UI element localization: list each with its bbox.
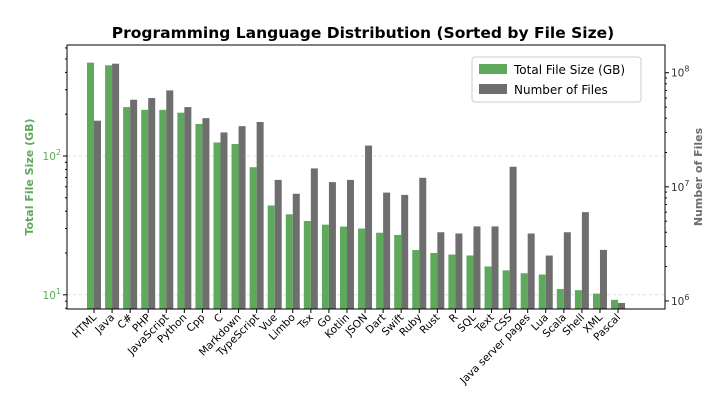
bar-size-8 [231,143,239,309]
chart-title: Programming Language Distribution (Sorte… [112,24,614,42]
x-tick-label: Rust [418,312,443,337]
bar-files-10 [274,179,282,309]
bar-files-22 [491,226,499,309]
bar-files-7 [220,132,228,309]
bar-files-1 [112,63,120,309]
bar-size-16 [376,232,384,309]
bar-files-27 [581,212,589,309]
left-tick-label: 102 [43,148,61,163]
bar-files-29 [618,302,626,309]
bar-files-19 [437,232,445,309]
bar-files-11 [292,193,300,309]
y-axis-label-right: Number of Files [692,127,705,226]
bar-size-7 [213,142,221,309]
bar-size-19 [430,252,438,309]
bar-files-13 [328,182,336,309]
bar-size-23 [502,270,510,309]
legend-swatch-size [479,64,507,74]
legend-box [471,56,642,103]
bar-size-28 [592,293,600,309]
bar-size-17 [394,234,402,309]
right-tick-label: 108 [671,65,689,80]
bar-size-3 [141,109,149,309]
bar-files-24 [527,233,535,309]
bar-size-13 [321,224,329,309]
bar-size-15 [358,228,366,309]
bar-files-20 [455,233,463,309]
bar-size-21 [466,255,474,309]
bar-size-1 [105,65,113,309]
bar-files-26 [563,232,571,309]
bar-size-12 [303,221,311,309]
x-tick-label: Cpp [184,311,207,334]
bar-files-21 [473,226,481,309]
bar-files-3 [148,98,156,309]
bar-size-27 [574,290,582,309]
bar-size-10 [267,205,275,309]
bar-size-25 [538,274,546,309]
bar-files-28 [599,249,607,309]
x-tick-label: Java [92,312,117,337]
legend-label-size: Total File Size (GB) [513,63,625,77]
legend: Total File Size (GB) Number of Files [471,56,642,103]
bar-files-17 [401,194,409,309]
bar-size-24 [520,273,528,309]
bar-files-9 [256,122,264,309]
bar-size-18 [412,250,420,309]
bar-files-14 [346,179,354,309]
legend-label-files: Number of Files [514,83,608,97]
bar-size-0 [87,62,94,309]
right-tick-label: 106 [671,293,689,308]
right-tick-label: 107 [671,179,689,194]
bar-size-22 [484,266,492,309]
left-axis-ticks: 101 102 [43,47,67,309]
bar-files-8 [238,126,246,309]
bar-size-29 [611,299,619,309]
bar-size-4 [159,109,167,309]
bar-files-6 [202,118,210,309]
bar-files-12 [310,168,318,309]
bar-files-0 [94,120,101,309]
bar-size-9 [249,167,257,309]
bar-files-2 [130,99,138,309]
bar-files-5 [184,107,192,309]
bars [87,62,626,310]
bar-size-14 [339,226,347,309]
bar-files-18 [419,177,427,309]
left-tick-label: 101 [43,287,61,302]
bar-files-16 [383,192,391,309]
right-axis-ticks: 106 107 108 [665,65,689,308]
legend-swatch-files [479,84,507,94]
bar-size-6 [195,123,203,309]
y-axis-label-left: Total File Size (GB) [23,118,36,235]
bar-size-26 [556,289,564,309]
bar-files-4 [166,90,174,309]
bar-files-15 [365,145,373,309]
x-tick-label: Tsx [295,312,316,333]
bar-files-23 [509,166,517,309]
bar-files-25 [545,255,553,309]
bar-size-2 [123,107,131,310]
bar-size-11 [285,214,293,309]
bar-size-20 [448,254,456,309]
bar-size-5 [177,112,185,310]
x-tick-label: SQL [455,312,478,335]
